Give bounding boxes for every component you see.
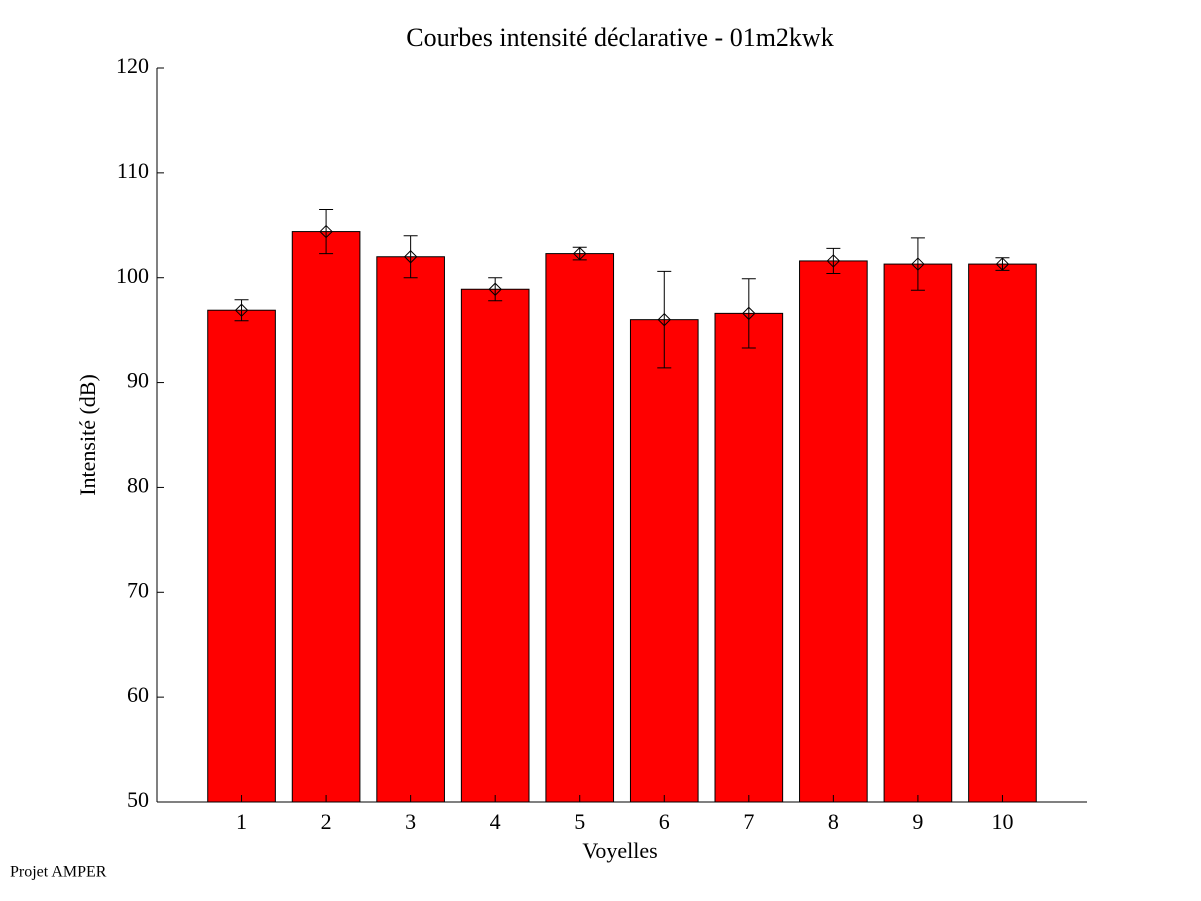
bar xyxy=(207,309,276,803)
y-tick-label: 70 xyxy=(127,577,149,602)
x-tick-label: 4 xyxy=(490,809,501,834)
y-tick-label: 90 xyxy=(127,368,149,393)
error-bar xyxy=(657,270,672,369)
mean-marker xyxy=(657,312,671,327)
x-tick-label: 8 xyxy=(828,809,839,834)
mean-marker xyxy=(319,224,333,239)
bar xyxy=(968,263,1037,803)
y-tick-label: 80 xyxy=(127,472,149,497)
x-tick-label: 5 xyxy=(574,809,585,834)
error-bar xyxy=(826,247,841,275)
error-bar xyxy=(910,237,925,291)
y-tick-label: 60 xyxy=(127,682,149,707)
bar xyxy=(545,253,615,803)
mean-marker xyxy=(826,254,841,268)
bar xyxy=(376,256,445,803)
x-tick-label: 9 xyxy=(912,809,923,834)
y-tick-label: 100 xyxy=(116,263,149,288)
error-bar xyxy=(319,209,334,255)
error-bar xyxy=(403,235,418,279)
bar xyxy=(291,231,361,803)
x-axis-label: Voyelles xyxy=(582,838,657,863)
mean-marker xyxy=(742,306,756,321)
bar xyxy=(883,263,953,803)
x-tick-label: 3 xyxy=(405,809,416,834)
chart-title: Courbes intensité déclarative - 01m2kwk xyxy=(406,23,833,52)
bar xyxy=(460,288,530,803)
y-axis-label: Intensité (dB) xyxy=(75,374,100,496)
x-tick-label: 6 xyxy=(659,809,670,834)
y-tick-label: 50 xyxy=(127,787,149,812)
mean-marker xyxy=(573,246,587,261)
mean-marker xyxy=(234,303,249,317)
x-tick-label: 2 xyxy=(321,809,332,834)
mean-marker xyxy=(403,250,418,264)
error-bar xyxy=(741,278,756,349)
error-bar xyxy=(488,277,503,302)
x-tick-label: 7 xyxy=(743,809,754,834)
error-bar xyxy=(234,299,249,322)
mean-marker xyxy=(488,282,502,296)
y-tick-label: 120 xyxy=(116,53,149,78)
mean-marker xyxy=(995,257,1010,271)
bar xyxy=(714,312,784,803)
x-tick-label: 1 xyxy=(236,809,247,834)
bar xyxy=(629,319,699,803)
mean-marker xyxy=(911,257,925,271)
y-tick-label: 110 xyxy=(117,158,149,183)
bar xyxy=(799,260,868,803)
x-tick-label: 10 xyxy=(991,809,1013,834)
footer: Projet AMPER xyxy=(10,864,107,881)
